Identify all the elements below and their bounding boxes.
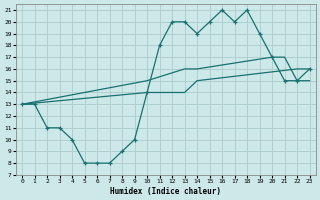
X-axis label: Humidex (Indice chaleur): Humidex (Indice chaleur) — [110, 187, 221, 196]
